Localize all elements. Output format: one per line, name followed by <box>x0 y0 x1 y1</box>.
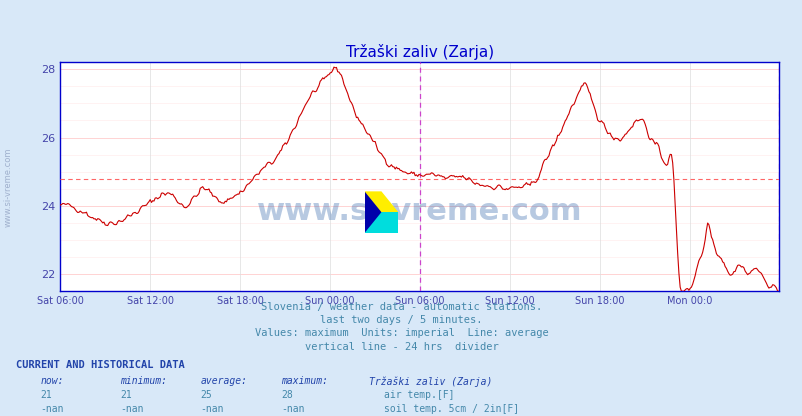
Title: Tržaški zaliv (Zarja): Tržaški zaliv (Zarja) <box>345 44 493 60</box>
Text: -nan: -nan <box>120 404 144 414</box>
Text: 21: 21 <box>40 390 52 400</box>
Text: minimum:: minimum: <box>120 376 168 386</box>
Text: 25: 25 <box>200 390 213 400</box>
Polygon shape <box>364 212 398 233</box>
Text: www.si-vreme.com: www.si-vreme.com <box>257 197 581 225</box>
Text: -nan: -nan <box>281 404 304 414</box>
Text: www.si-vreme.com: www.si-vreme.com <box>3 147 13 227</box>
Text: -nan: -nan <box>40 404 63 414</box>
Text: now:: now: <box>40 376 63 386</box>
Polygon shape <box>364 191 398 233</box>
Text: last two days / 5 minutes.: last two days / 5 minutes. <box>320 315 482 325</box>
Text: average:: average: <box>200 376 248 386</box>
Text: vertical line - 24 hrs  divider: vertical line - 24 hrs divider <box>304 342 498 352</box>
Text: air temp.[F]: air temp.[F] <box>383 390 454 400</box>
Text: Values: maximum  Units: imperial  Line: average: Values: maximum Units: imperial Line: av… <box>254 328 548 338</box>
Text: Slovenia / weather data - automatic stations.: Slovenia / weather data - automatic stat… <box>261 302 541 312</box>
Text: 28: 28 <box>281 390 293 400</box>
Text: -nan: -nan <box>200 404 224 414</box>
Text: soil temp. 5cm / 2in[F]: soil temp. 5cm / 2in[F] <box>383 404 518 414</box>
Text: Tržaški zaliv (Zarja): Tržaški zaliv (Zarja) <box>369 376 492 387</box>
Text: maximum:: maximum: <box>281 376 328 386</box>
Text: CURRENT AND HISTORICAL DATA: CURRENT AND HISTORICAL DATA <box>16 360 184 370</box>
Polygon shape <box>364 191 381 233</box>
Text: 21: 21 <box>120 390 132 400</box>
